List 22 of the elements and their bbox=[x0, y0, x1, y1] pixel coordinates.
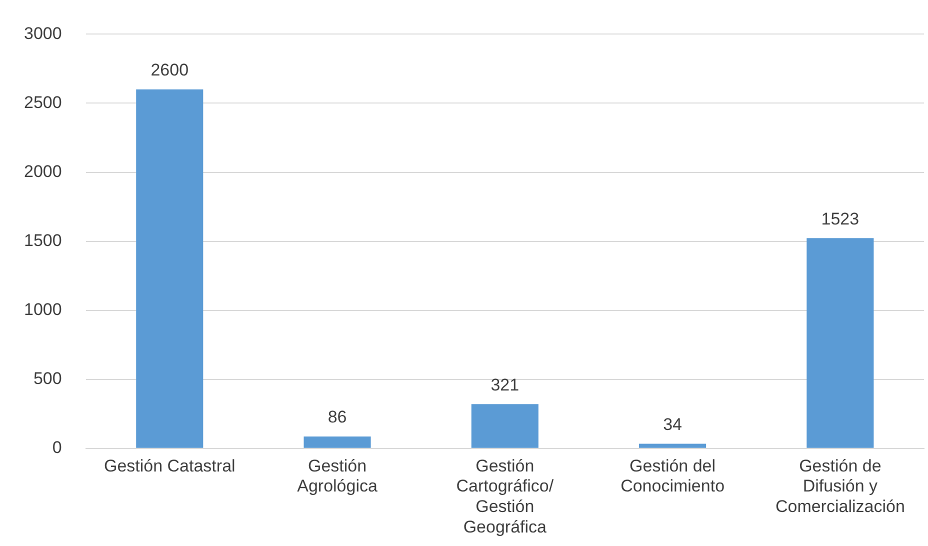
bar bbox=[806, 238, 874, 448]
data-label: 1523 bbox=[821, 209, 860, 228]
y-tick-label: 0 bbox=[52, 438, 62, 458]
x-tick-label: Gestión de Difusión y Comercialización bbox=[775, 456, 905, 516]
data-label: 2600 bbox=[150, 60, 189, 80]
x-tick-label: Gestión del Conocimiento bbox=[620, 456, 725, 496]
y-tick-label: 500 bbox=[33, 369, 62, 388]
bar bbox=[639, 444, 706, 448]
y-tick-label: 2500 bbox=[24, 92, 62, 112]
data-label: 34 bbox=[663, 414, 682, 434]
y-tick-label: 1000 bbox=[24, 300, 62, 320]
x-tick-label: Gestión Catastral bbox=[104, 456, 236, 476]
data-label: 86 bbox=[328, 408, 347, 427]
bar bbox=[136, 89, 204, 448]
x-tick-label: Gestión Cartográfico/ Gestión Geográfica bbox=[456, 456, 554, 536]
y-tick-label: 1500 bbox=[24, 230, 62, 250]
x-tick-label: Gestión Agrológica bbox=[297, 456, 378, 496]
y-tick-label: 3000 bbox=[24, 24, 62, 43]
bar bbox=[471, 404, 538, 448]
y-tick-label: 2000 bbox=[24, 162, 62, 181]
data-label: 321 bbox=[490, 375, 520, 394]
bar bbox=[304, 436, 371, 448]
